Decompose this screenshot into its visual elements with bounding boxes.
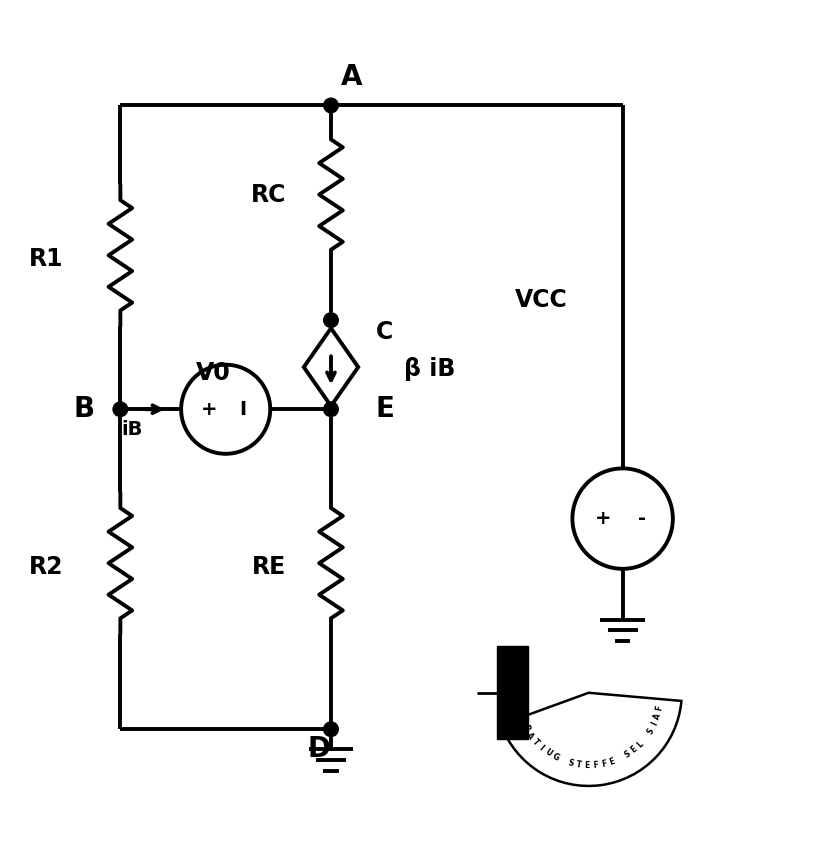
Text: V0: V0 <box>196 361 231 385</box>
Text: E: E <box>608 757 616 767</box>
Text: +: + <box>595 509 611 528</box>
Text: S: S <box>567 758 574 768</box>
Text: A: A <box>340 63 362 91</box>
Text: R1: R1 <box>29 247 63 271</box>
Circle shape <box>113 402 128 417</box>
Text: I: I <box>537 744 545 752</box>
Text: F: F <box>601 758 607 769</box>
Text: T: T <box>530 737 541 747</box>
Text: G: G <box>550 752 560 763</box>
Bar <box>497 646 528 740</box>
Text: B: B <box>73 395 95 423</box>
Text: E: E <box>584 761 590 770</box>
Text: C: C <box>376 320 393 344</box>
Text: A: A <box>525 731 536 740</box>
Text: β iB: β iB <box>404 356 456 381</box>
Text: R: R <box>520 724 531 734</box>
Text: D: D <box>307 735 330 764</box>
Text: E: E <box>629 745 639 755</box>
Text: F: F <box>655 704 665 711</box>
Text: RE: RE <box>252 555 287 579</box>
Text: RC: RC <box>251 183 287 206</box>
Text: F: F <box>592 760 598 770</box>
Text: A: A <box>653 712 662 720</box>
Text: S: S <box>645 727 656 735</box>
Text: VCC: VCC <box>515 288 568 312</box>
Circle shape <box>324 402 339 417</box>
Text: +: + <box>200 399 217 418</box>
Text: T: T <box>576 760 582 770</box>
Text: S: S <box>622 749 632 759</box>
Text: -: - <box>638 509 646 528</box>
Circle shape <box>324 98 339 113</box>
Text: L: L <box>635 740 645 749</box>
Text: U: U <box>543 747 553 758</box>
Circle shape <box>324 313 339 327</box>
Text: I: I <box>239 399 246 418</box>
Text: iB: iB <box>122 420 143 439</box>
Text: R2: R2 <box>29 555 63 579</box>
Circle shape <box>324 722 339 736</box>
Text: E: E <box>517 717 527 725</box>
Text: I: I <box>649 721 659 727</box>
Text: E: E <box>376 395 395 423</box>
